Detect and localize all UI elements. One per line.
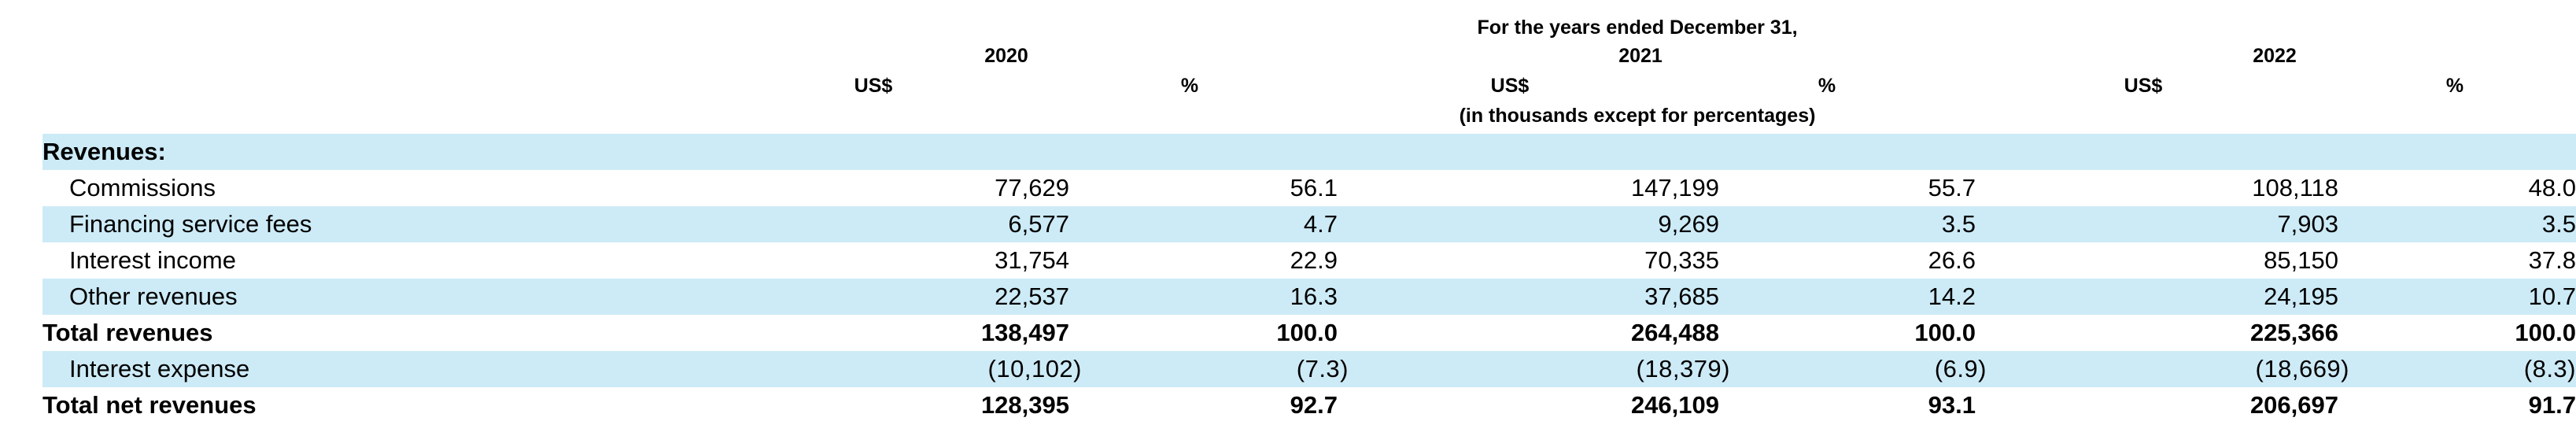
value-2021-pct: 3.5 [1941,210,1976,238]
value-2022-usd: 85,150 [2264,246,2338,274]
value-2020-pct: (7.3) [1296,355,1349,382]
units-note: (in thousands except for percentages) [1459,105,1816,127]
value-2022-usd: 206,697 [2249,391,2338,419]
value-2021-pct: 93.1 [1928,391,1976,419]
value-2020-pct: 22.9 [1290,246,1338,274]
row-label: Financing service fees [69,210,312,238]
table-row: Other revenues 22,537 16.3 37,685 14.2 2… [42,279,2576,315]
value-2022-pct: 3.5 [2541,210,2576,238]
value-2020-usd: 77,629 [995,174,1069,201]
value-2020-usd: 128,395 [980,391,1069,419]
value-2022-pct: 100.0 [2515,319,2576,346]
table-row: Commissions 77,629 56.1 147,199 55.7 108… [42,170,2576,206]
value-2020-usd: 31,754 [995,246,1069,274]
value-2020-usd: 22,537 [995,283,1069,310]
value-2021-pct: 26.6 [1928,246,1976,274]
unit-label-2021-pct: % [1818,75,1836,97]
section-row: Revenues: [42,134,2576,170]
value-2021-pct: 55.7 [1928,174,1976,201]
year-2021-header: 2021 [1618,45,1663,67]
value-2022-pct: 48.0 [2528,174,2576,201]
value-2021-usd: 70,335 [1644,246,1719,274]
value-2020-usd: (10,102) [987,355,1082,382]
value-2020-pct: 100.0 [1276,319,1338,346]
value-2022-pct: 10.7 [2528,283,2576,310]
unit-label-2020-pct: % [1180,75,1199,97]
value-2021-pct: 100.0 [1914,319,1976,346]
year-2020-header: 2020 [984,45,1028,67]
value-2022-usd: 225,366 [2249,319,2338,346]
row-label: Interest expense [69,355,250,382]
table-row-total: Total net revenues 128,395 92.7 246,109 … [42,387,2576,423]
year-2022-header: 2022 [2253,45,2297,67]
value-2020-pct: 16.3 [1290,283,1338,310]
value-2022-usd: 7,903 [2277,210,2338,238]
value-2022-usd: 108,118 [2252,174,2338,201]
unit-label-2021-usd: US$ [1490,75,1530,97]
row-label: Commissions [69,174,216,201]
period-title: For the years ended December 31, [1477,17,1798,39]
value-2020-pct: 56.1 [1290,174,1338,201]
table-row: Interest income 31,754 22.9 70,335 26.6 … [42,242,2576,279]
value-2021-usd: 147,199 [1630,174,1719,201]
value-2021-usd: 264,488 [1630,319,1719,346]
row-label: Total revenues [42,319,213,346]
value-2021-usd: 9,269 [1658,210,1719,238]
value-2022-usd: (18,669) [2255,355,2349,382]
value-2021-usd: (18,379) [1636,355,1730,382]
value-2022-pct: 37.8 [2528,246,2576,274]
value-2022-usd: 24,195 [2264,283,2338,310]
unit-label-2022-pct: % [2445,75,2464,97]
value-2021-usd: 37,685 [1644,283,1719,310]
value-2021-usd: 246,109 [1630,391,1719,419]
section-label: Revenues: [42,138,166,165]
value-2022-pct: 91.7 [2528,391,2576,419]
row-label: Total net revenues [42,391,256,419]
value-2022-pct: (8.3) [2523,355,2576,382]
table-row-total: Total revenues 138,497 100.0 264,488 100… [42,315,2576,351]
row-label: Interest income [69,246,236,274]
value-2020-pct: 4.7 [1303,210,1338,238]
value-2020-usd: 138,497 [980,319,1069,346]
value-2021-pct: (6.9) [1934,355,1987,382]
table-row: Financing service fees 6,577 4.7 9,269 3… [42,206,2576,242]
value-2020-usd: 6,577 [1008,210,1069,238]
unit-label-2022-usd: US$ [2124,75,2163,97]
row-label: Other revenues [69,283,238,310]
table-row: Interest expense (10,102) (7.3) (18,379)… [42,351,2576,387]
value-2021-pct: 14.2 [1928,283,1976,310]
value-2020-pct: 92.7 [1290,391,1338,419]
unit-label-2020-usd: US$ [854,75,893,97]
